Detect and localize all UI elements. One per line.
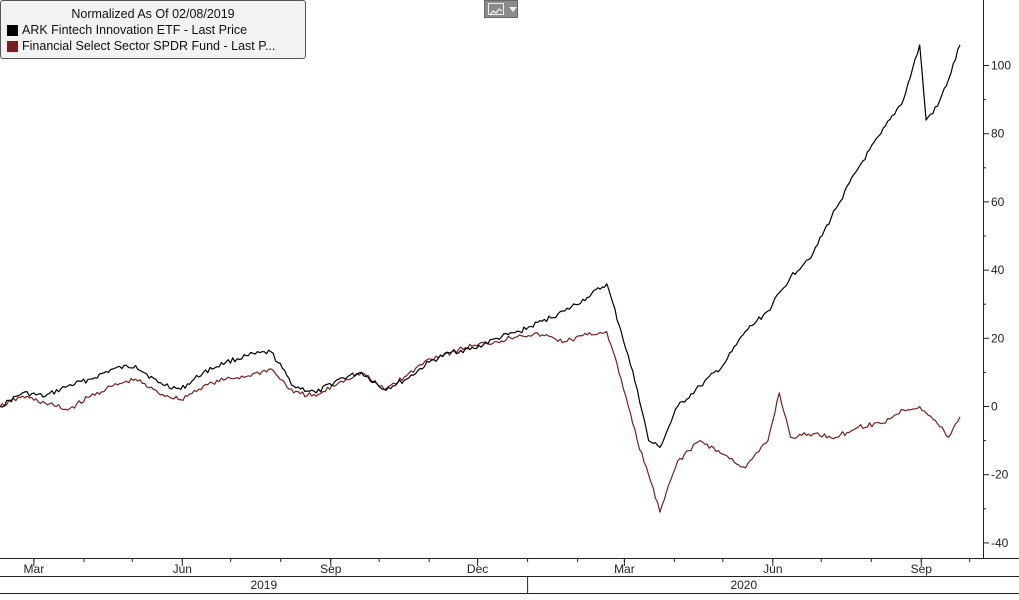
y-tick-label: 100 [991, 59, 1011, 73]
x-tick-label: Sep [911, 562, 933, 576]
chart-legend: Normalized As Of 02/08/2019 ARK Fintech … [0, 0, 306, 59]
y-tick-label: -40 [991, 536, 1009, 550]
chart-type-button[interactable] [484, 0, 518, 18]
series-line-financial-select [0, 330, 961, 513]
y-tick-label: 40 [991, 263, 1005, 277]
x-tick-label: Jun [763, 562, 782, 576]
series-layer [0, 44, 961, 513]
legend-label-ark-fintech: ARK Fintech Innovation ETF - Last Price [22, 23, 248, 37]
legend-title: Normalized As Of 02/08/2019 [71, 7, 235, 21]
legend-label-financial-select: Financial Select Sector SPDR Fund - Last… [22, 39, 276, 53]
year-label: 2019 [250, 578, 277, 592]
x-tick-label: Mar [614, 562, 635, 576]
x-tick-label: Jun [173, 562, 192, 576]
y-tick-label: -20 [991, 468, 1009, 482]
x-tick-label: Dec [467, 562, 488, 576]
y-tick-label: 20 [991, 331, 1005, 345]
legend-item-ark-fintech: ARK Fintech Innovation ETF - Last Price [1, 22, 305, 38]
legend-item-financial-select: Financial Select Sector SPDR Fund - Last… [1, 38, 305, 54]
chevron-down-icon [509, 7, 517, 12]
x-tick-label: Sep [320, 562, 342, 576]
series-line-ark-fintech [0, 44, 961, 448]
legend-swatch-ark-fintech [7, 24, 18, 36]
year-label: 2020 [730, 578, 757, 592]
y-tick-label: 0 [991, 400, 998, 414]
line-chart-icon [488, 3, 504, 16]
legend-swatch-financial-select [7, 40, 18, 52]
y-tick-label: 80 [991, 127, 1005, 141]
y-tick-label: 60 [991, 195, 1005, 209]
x-tick-label: Mar [24, 562, 45, 576]
